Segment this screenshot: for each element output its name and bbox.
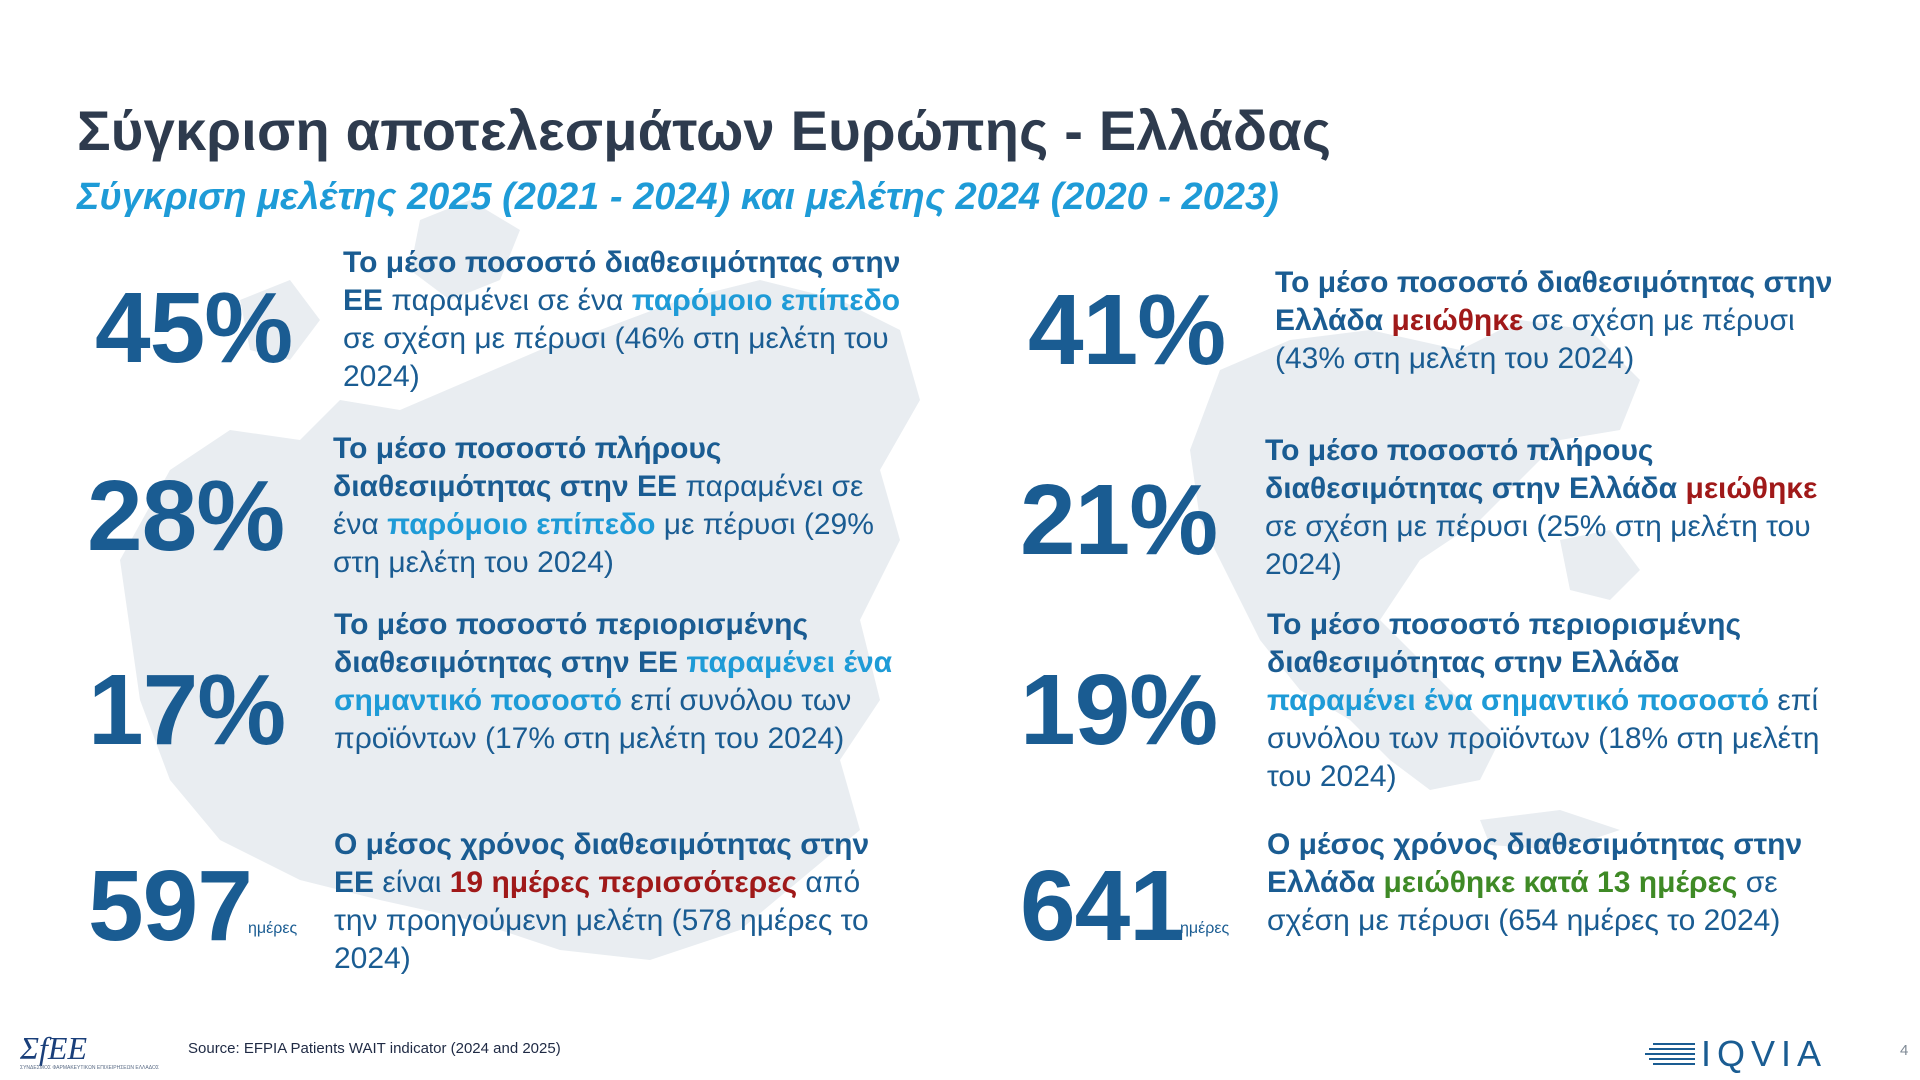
iqvia-lines-icon: [1645, 1043, 1695, 1065]
stat-unit: ημέρες: [1180, 920, 1230, 937]
desc-segment-cyan: παρόμοιο επίπεδο: [387, 508, 656, 541]
desc-segment-bold: Το μέσο ποσοστό διαθεσιμότητας στην ΕΕ: [343, 246, 901, 317]
stat-description: Ο μέσος χρόνος διαθεσιμότητας στην Ελλάδ…: [1267, 826, 1827, 940]
desc-segment-normal: σε σχέση με πέρυσι (46% στη μελέτη του 2…: [343, 322, 889, 393]
greece-map-island: [1480, 810, 1620, 850]
stat-description: Το μέσο ποσοστό περιορισμένης διαθεσιμότ…: [334, 606, 894, 758]
stat-value: 45%: [95, 272, 293, 384]
desc-segment-bold: Το μέσο ποσοστό πλήρους διαθεσιμότητας σ…: [333, 432, 722, 503]
stat-description: Ο μέσος χρόνος διαθεσιμότητας στην ΕΕ εί…: [334, 826, 894, 978]
slide-title: Σύγκριση αποτελεσμάτων Ευρώπης - Ελλάδας: [77, 99, 1332, 162]
desc-segment-normal: από την προηγούμενη μελέτη (578 ημέρες τ…: [334, 866, 869, 975]
stat-value: 597: [88, 850, 253, 962]
europe-map-island: [410, 200, 520, 300]
desc-segment-normal: σε σχέση με πέρυσι (43% στη μελέτη του 2…: [1275, 304, 1795, 375]
stat-description: Το μέσο ποσοστό περιορισμένης διαθεσιμότ…: [1267, 606, 1827, 796]
desc-segment-red: 19 ημέρες περισσότερες: [449, 866, 798, 899]
stat-value: 41%: [1028, 274, 1226, 386]
desc-segment-bold: Ο μέσος χρόνος διαθεσιμότητας στην Ελλάδ…: [1267, 828, 1803, 899]
desc-segment-red: μειώθηκε: [1685, 472, 1818, 505]
desc-segment-bold: Ο μέσος χρόνος διαθεσιμότητας στην ΕΕ: [334, 828, 870, 899]
desc-segment-cyan: παραμένει ένα σημαντικό ποσοστό: [1267, 684, 1770, 717]
stat-description: Το μέσο ποσοστό πλήρους διαθεσιμότητας σ…: [1265, 432, 1825, 584]
desc-segment-normal: με πέρυσι (29% στη μελέτη του 2024): [333, 508, 874, 579]
desc-segment-cyan: παρόμοιο επίπεδο: [631, 284, 901, 317]
stat-value: 21%: [1020, 464, 1218, 576]
stat-unit: ημέρες: [248, 920, 298, 937]
desc-segment-normal: παραμένει σε ένα: [333, 470, 864, 541]
desc-segment-cyan: παραμένει ένα σημαντικό ποσοστό: [334, 646, 893, 717]
desc-segment-bold: Το μέσο ποσοστό περιορισμένης διαθεσιμότ…: [334, 608, 809, 679]
stat-value: 641: [1020, 850, 1185, 962]
sfee-logo-text: ΣfEE: [20, 1030, 87, 1066]
desc-segment-green: μειώθηκε κατά 13 ημέρες: [1383, 866, 1738, 899]
desc-segment-bold: Το μέσο ποσοστό διαθεσιμότητας στην Ελλά…: [1275, 266, 1833, 337]
stat-value: 28%: [87, 460, 285, 572]
desc-segment-normal: παραμένει σε ένα: [383, 284, 632, 317]
stat-description: Το μέσο ποσοστό διαθεσιμότητας στην ΕΕ π…: [343, 244, 923, 396]
stat-value: 19%: [1020, 654, 1218, 766]
europe-map-shape: [120, 280, 920, 960]
greece-map-island: [1560, 530, 1640, 600]
greece-map-shape: [1190, 320, 1640, 790]
stat-description: Το μέσο ποσοστό πλήρους διαθεσιμότητας σ…: [333, 430, 893, 582]
stat-description: Το μέσο ποσοστό διαθεσιμότητας στην Ελλά…: [1275, 264, 1835, 378]
sfee-logo-tagline: ΣΥΝΔΕΣΜΟΣ ΦΑΡΜΑΚΕΥΤΙΚΩΝ ΕΠΙΧΕΙΡΗΣΕΩΝ ΕΛΛ…: [20, 1065, 159, 1071]
iqvia-logo: IQVIA: [1645, 1033, 1827, 1075]
desc-segment-normal: σε σχέση με πέρυσι (654 ημέρες το 2024): [1267, 866, 1781, 937]
page-number: 4: [1900, 1042, 1909, 1059]
desc-segment-red: μειώθηκε: [1391, 304, 1524, 337]
desc-segment-normal: επί συνόλου των προϊόντων (18% στη μελέτ…: [1267, 684, 1820, 793]
desc-segment-normal: είναι: [374, 866, 450, 899]
desc-segment-normal: σε σχέση με πέρυσι (25% στη μελέτη του 2…: [1265, 510, 1811, 581]
source-note: Source: EFPIA Patients WAIT indicator (2…: [188, 1040, 561, 1057]
desc-segment-bold: Το μέσο ποσοστό πλήρους διαθεσιμότητας σ…: [1265, 434, 1678, 505]
slide-subtitle: Σύγκριση μελέτης 2025 (2021 - 2024) και …: [77, 176, 1279, 218]
sfee-logo: ΣfEE ΣΥΝΔΕΣΜΟΣ ΦΑΡΜΑΚΕΥΤΙΚΩΝ ΕΠΙΧΕΙΡΗΣΕΩ…: [20, 1030, 159, 1071]
stat-value: 17%: [88, 654, 286, 766]
europe-map-island: [240, 280, 320, 360]
desc-segment-normal: επί συνόλου των προϊόντων (17% στη μελέτ…: [334, 684, 852, 755]
iqvia-logo-text: IQVIA: [1701, 1033, 1828, 1074]
desc-segment-bold: Το μέσο ποσοστό περιορισμένης διαθεσιμότ…: [1267, 608, 1742, 679]
